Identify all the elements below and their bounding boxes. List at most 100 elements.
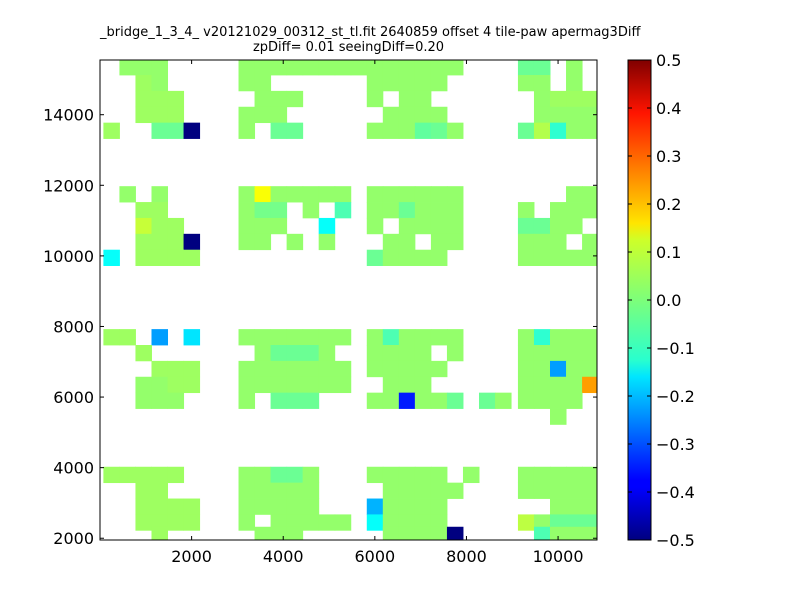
- heatmap-cell: [151, 217, 169, 235]
- heatmap-cell: [254, 376, 272, 394]
- heatmap-cell: [167, 249, 185, 266]
- heatmap-cell: [135, 345, 152, 362]
- heatmap-cell: [318, 514, 336, 531]
- heatmap-cell: [318, 186, 336, 203]
- heatmap-cell: [254, 498, 272, 515]
- heatmap-cell: [533, 345, 551, 362]
- colorbar-tick-label: 0.5: [656, 51, 681, 70]
- heatmap-cell: [414, 249, 432, 266]
- plot-frame: [99, 59, 598, 541]
- heatmap-cell: [566, 217, 583, 235]
- heatmap-cell: [334, 514, 352, 531]
- heatmap-cell: [286, 482, 304, 499]
- heatmap-cell: [550, 360, 567, 378]
- y-tick-label: 6000: [53, 388, 94, 407]
- heatmap-cell: [582, 233, 597, 251]
- heatmap-cell: [517, 233, 535, 251]
- heatmap-cell: [582, 345, 597, 362]
- heatmap-cell: [270, 90, 288, 108]
- heatmap-cell: [414, 122, 432, 139]
- heatmap-cell: [446, 186, 464, 203]
- heatmap-cell: [430, 498, 448, 515]
- heatmap-cell: [119, 60, 136, 76]
- heatmap-cell: [151, 122, 169, 139]
- heatmap-cell: [430, 217, 448, 235]
- heatmap-cell: [366, 345, 384, 362]
- heatmap-cell: [430, 202, 448, 219]
- heatmap-cell: [270, 466, 288, 484]
- heatmap-cell: [430, 329, 448, 346]
- heatmap-cell: [533, 249, 551, 266]
- x-tick-label: 8000: [446, 547, 487, 566]
- y-tick-label: 10000: [43, 247, 94, 266]
- heatmap-cell: [517, 75, 535, 92]
- heatmap-cell: [254, 90, 272, 108]
- heatmap-cell: [398, 122, 416, 139]
- heatmap-cell: [238, 329, 256, 346]
- heatmap-cell: [302, 466, 320, 484]
- heatmap-cell: [270, 329, 288, 346]
- heatmap-cell: [398, 498, 416, 515]
- heatmap-cell: [135, 498, 152, 515]
- heatmap-cell: [566, 466, 583, 484]
- heatmap-cell: [270, 202, 288, 219]
- heatmap-cell: [366, 360, 384, 378]
- colorbar-tick-label: 0.1: [656, 243, 681, 262]
- heatmap-cell: [286, 122, 304, 139]
- heatmap-cell: [495, 392, 512, 409]
- heatmap-cell: [238, 514, 256, 531]
- y-tick-label: 8000: [53, 317, 94, 336]
- heatmap-cell: [398, 514, 416, 531]
- chart-title-line-2: zpDiff= 0.01 seeingDiff=0.20: [252, 40, 445, 55]
- heatmap-cell: [286, 60, 304, 76]
- heatmap-cell: [414, 466, 432, 484]
- x-axis-ticks: 2000 4000 6000 8000 10000: [171, 60, 584, 566]
- heatmap-cell: [167, 392, 185, 409]
- heatmap-cell: [167, 498, 185, 515]
- heatmap-cell: [517, 514, 535, 531]
- heatmap-cell: [135, 75, 152, 92]
- heatmap-cell: [382, 60, 400, 76]
- heatmap-cell: [382, 498, 400, 515]
- heatmap-cell: [582, 360, 597, 378]
- heatmap-cell: [430, 60, 448, 76]
- heatmap-cell: [167, 376, 185, 394]
- y-tick-label: 14000: [43, 106, 94, 125]
- heatmap-cell: [334, 376, 352, 394]
- heatmap-cell: [533, 90, 551, 108]
- heatmap-cell: [533, 75, 551, 92]
- heatmap-cell: [479, 392, 496, 409]
- heatmap-cell: [366, 122, 384, 139]
- heatmap-cell: [302, 329, 320, 346]
- heatmap-cell: [582, 329, 597, 346]
- heatmap-cell: [446, 329, 464, 346]
- heatmap-cell: [238, 217, 256, 235]
- heatmap-cell: [566, 392, 583, 409]
- heatmap-cell: [446, 345, 464, 362]
- heatmap-cell: [582, 514, 597, 531]
- heatmap-cell: [135, 514, 152, 531]
- heatmap-cell: [238, 482, 256, 499]
- heatmap-cell: [302, 360, 320, 378]
- heatmap-cell: [254, 75, 272, 92]
- colorbar-tick-label: −0.5: [656, 531, 695, 550]
- heatmap-cell: [582, 186, 597, 203]
- heatmap-cell: [151, 482, 169, 499]
- heatmap-cell: [550, 466, 567, 484]
- heatmap-cell: [270, 526, 288, 540]
- heatmap-cell: [533, 466, 551, 484]
- heatmap-cell: [566, 360, 583, 378]
- heatmap-cell: [398, 360, 416, 378]
- chart-title-line-1: _bridge_1_3_4_ v20121029_00312_st_tl.fit…: [100, 25, 641, 40]
- heatmap-cell: [318, 233, 336, 251]
- heatmap-cell: [430, 482, 448, 499]
- heatmap-cell: [286, 376, 304, 394]
- heatmap-cell: [550, 376, 567, 394]
- heatmap-cell: [582, 202, 597, 219]
- heatmap-cell: [238, 106, 256, 124]
- heatmap-cell: [151, 233, 169, 251]
- heatmap-cell: [517, 202, 535, 219]
- heatmap-cell: [286, 345, 304, 362]
- heatmap-cell: [430, 360, 448, 378]
- heatmap-cell: [302, 60, 320, 76]
